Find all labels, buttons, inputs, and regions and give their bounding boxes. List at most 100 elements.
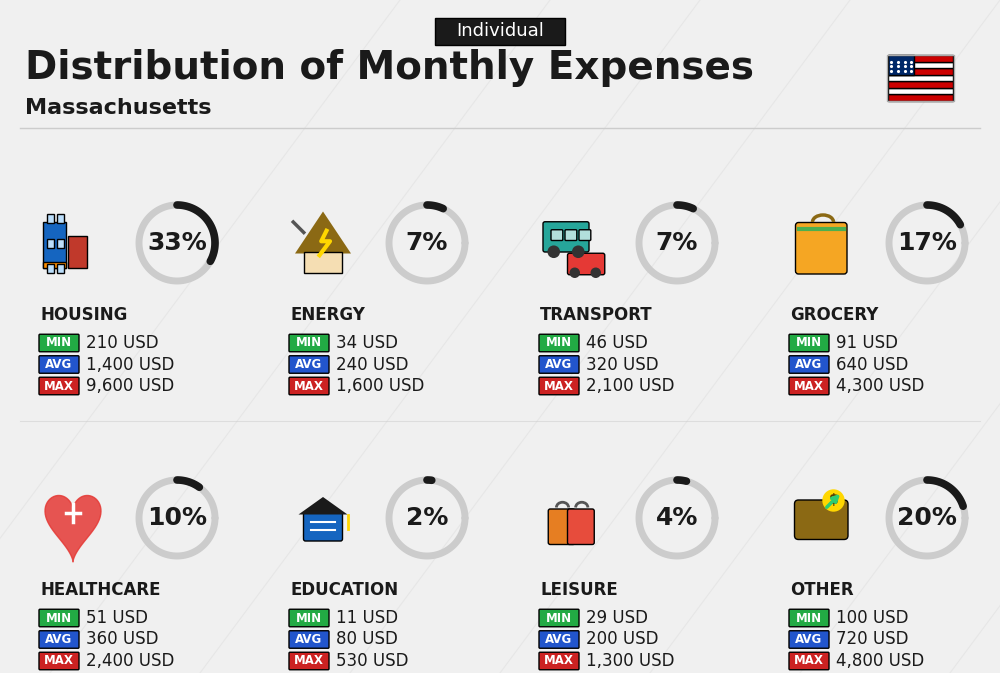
FancyBboxPatch shape — [47, 264, 54, 273]
Polygon shape — [298, 497, 348, 514]
Text: AVG: AVG — [45, 358, 73, 371]
FancyBboxPatch shape — [888, 55, 952, 62]
Text: HEALTHCARE: HEALTHCARE — [40, 581, 160, 599]
FancyBboxPatch shape — [39, 334, 79, 352]
FancyBboxPatch shape — [39, 631, 79, 648]
FancyBboxPatch shape — [539, 356, 579, 374]
FancyBboxPatch shape — [789, 356, 829, 374]
Text: AVG: AVG — [795, 358, 823, 371]
FancyBboxPatch shape — [304, 513, 342, 541]
FancyBboxPatch shape — [435, 17, 565, 44]
Text: MIN: MIN — [296, 336, 322, 349]
FancyBboxPatch shape — [39, 356, 79, 374]
FancyBboxPatch shape — [888, 94, 952, 100]
Text: 51 USD: 51 USD — [86, 609, 148, 627]
FancyBboxPatch shape — [579, 229, 591, 240]
Text: MIN: MIN — [796, 336, 822, 349]
Text: MIN: MIN — [546, 336, 572, 349]
Text: HOUSING: HOUSING — [40, 306, 127, 324]
Polygon shape — [295, 211, 351, 254]
FancyBboxPatch shape — [289, 356, 329, 374]
FancyBboxPatch shape — [888, 62, 952, 69]
Text: 2,100 USD: 2,100 USD — [586, 377, 674, 395]
Text: AVG: AVG — [295, 633, 323, 646]
Circle shape — [572, 246, 585, 258]
Text: AVG: AVG — [545, 633, 573, 646]
Text: 640 USD: 640 USD — [836, 355, 908, 374]
Text: 10%: 10% — [147, 506, 207, 530]
FancyBboxPatch shape — [539, 334, 579, 352]
FancyBboxPatch shape — [39, 652, 79, 670]
Text: 200 USD: 200 USD — [586, 631, 658, 649]
Text: MAX: MAX — [794, 655, 824, 668]
FancyBboxPatch shape — [39, 378, 79, 395]
FancyBboxPatch shape — [548, 509, 575, 544]
FancyBboxPatch shape — [888, 69, 952, 75]
FancyBboxPatch shape — [789, 652, 829, 670]
FancyBboxPatch shape — [289, 631, 329, 648]
Text: 4,300 USD: 4,300 USD — [836, 377, 924, 395]
FancyBboxPatch shape — [539, 609, 579, 627]
Text: OTHER: OTHER — [790, 581, 854, 599]
FancyBboxPatch shape — [543, 221, 589, 252]
Text: 720 USD: 720 USD — [836, 631, 909, 649]
Text: MIN: MIN — [46, 612, 72, 625]
FancyBboxPatch shape — [789, 378, 829, 395]
Text: 1,400 USD: 1,400 USD — [86, 355, 174, 374]
Text: $: $ — [829, 493, 838, 507]
Text: AVG: AVG — [45, 633, 73, 646]
Polygon shape — [45, 495, 101, 562]
FancyBboxPatch shape — [57, 239, 64, 248]
Text: EDUCATION: EDUCATION — [290, 581, 398, 599]
FancyBboxPatch shape — [789, 609, 829, 627]
FancyBboxPatch shape — [789, 631, 829, 648]
Text: MAX: MAX — [294, 380, 324, 392]
Text: AVG: AVG — [545, 358, 573, 371]
FancyBboxPatch shape — [57, 264, 64, 273]
Text: 4%: 4% — [656, 506, 698, 530]
FancyBboxPatch shape — [568, 509, 594, 544]
Text: Distribution of Monthly Expenses: Distribution of Monthly Expenses — [25, 49, 754, 87]
Circle shape — [822, 489, 845, 511]
Text: 210 USD: 210 USD — [86, 334, 159, 352]
Text: LEISURE: LEISURE — [540, 581, 618, 599]
Text: 530 USD: 530 USD — [336, 652, 409, 670]
Text: 2%: 2% — [406, 506, 448, 530]
Text: Individual: Individual — [456, 22, 544, 40]
Text: MAX: MAX — [544, 380, 574, 392]
Text: MAX: MAX — [44, 380, 74, 392]
FancyBboxPatch shape — [43, 222, 66, 267]
Text: TRANSPORT: TRANSPORT — [540, 306, 653, 324]
Text: 17%: 17% — [897, 231, 957, 255]
FancyBboxPatch shape — [39, 609, 79, 627]
Text: 34 USD: 34 USD — [336, 334, 398, 352]
FancyBboxPatch shape — [539, 631, 579, 648]
Text: 29 USD: 29 USD — [586, 609, 648, 627]
Text: MIN: MIN — [46, 336, 72, 349]
FancyBboxPatch shape — [289, 334, 329, 352]
Text: 80 USD: 80 USD — [336, 631, 398, 649]
Text: 46 USD: 46 USD — [586, 334, 648, 352]
Text: 1,300 USD: 1,300 USD — [586, 652, 674, 670]
FancyBboxPatch shape — [565, 229, 577, 240]
Text: ENERGY: ENERGY — [290, 306, 365, 324]
Text: 11 USD: 11 USD — [336, 609, 398, 627]
Text: 7%: 7% — [656, 231, 698, 255]
Text: MIN: MIN — [296, 612, 322, 625]
FancyBboxPatch shape — [289, 652, 329, 670]
Text: MIN: MIN — [796, 612, 822, 625]
Text: AVG: AVG — [295, 358, 323, 371]
FancyBboxPatch shape — [551, 229, 563, 240]
FancyBboxPatch shape — [57, 214, 64, 223]
Text: 100 USD: 100 USD — [836, 609, 909, 627]
FancyBboxPatch shape — [888, 75, 952, 81]
Text: 4,800 USD: 4,800 USD — [836, 652, 924, 670]
FancyBboxPatch shape — [796, 223, 847, 274]
Text: GROCERY: GROCERY — [790, 306, 878, 324]
FancyBboxPatch shape — [43, 262, 66, 267]
FancyBboxPatch shape — [68, 236, 87, 267]
Text: 9,600 USD: 9,600 USD — [86, 377, 174, 395]
Text: MAX: MAX — [294, 655, 324, 668]
Text: MAX: MAX — [794, 380, 824, 392]
Text: 33%: 33% — [147, 231, 207, 255]
